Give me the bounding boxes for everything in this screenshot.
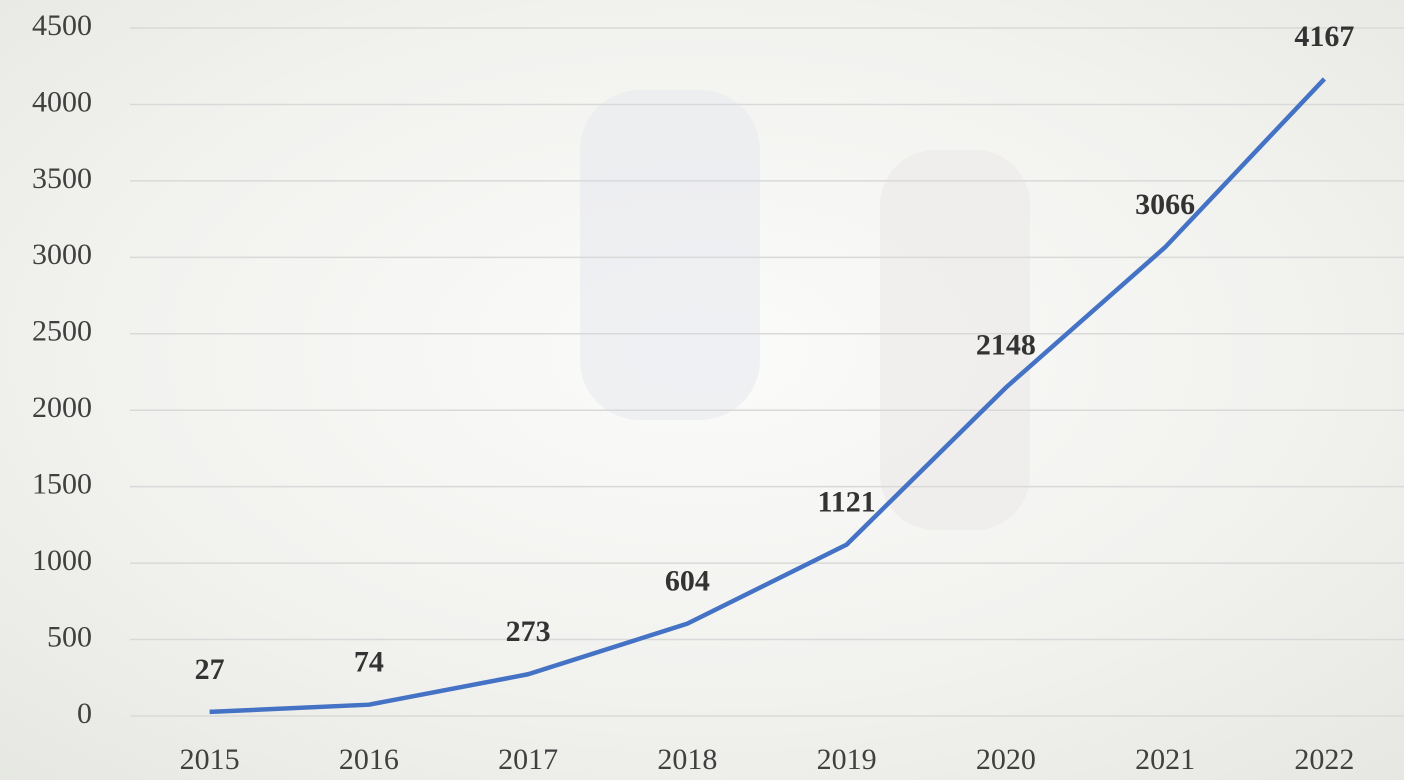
data-label: 1121 — [817, 486, 875, 519]
data-label: 4167 — [1294, 20, 1354, 53]
background-figure — [580, 90, 760, 420]
x-tick-label: 2022 — [1294, 743, 1354, 776]
y-tick-label: 1500 — [32, 468, 92, 501]
page: 0 500 1000 1500 2000 2500 3000 3500 4000 4500 2015… — [0, 0, 1404, 780]
y-tick-label: 4500 — [32, 9, 92, 42]
data-label: 3066 — [1135, 188, 1195, 221]
x-tick-label: 2015 — [180, 743, 240, 776]
x-tick-label: 2021 — [1135, 743, 1195, 776]
chart: 0 500 1000 1500 2000 2500 3000 3500 4000 4500 2015… — [0, 0, 1404, 780]
y-tick-label: 1000 — [32, 544, 92, 577]
y-tick-label: 2500 — [32, 315, 92, 348]
x-tick-label: 2016 — [339, 743, 399, 776]
y-tick-label: 4000 — [32, 85, 92, 118]
data-label: 74 — [354, 646, 384, 679]
data-label: 273 — [506, 615, 551, 648]
data-label: 2148 — [976, 328, 1036, 361]
x-tick-label: 2020 — [976, 743, 1036, 776]
x-tick-label: 2017 — [498, 743, 558, 776]
x-tick-label: 2018 — [657, 743, 717, 776]
y-tick-label: 500 — [47, 620, 92, 653]
y-tick-label: 3500 — [32, 162, 92, 195]
y-tick-label: 2000 — [32, 391, 92, 424]
x-tick-label: 2019 — [817, 743, 877, 776]
data-label: 604 — [665, 565, 710, 598]
y-tick-label: 0 — [77, 697, 92, 730]
y-tick-label: 3000 — [32, 238, 92, 271]
data-label: 27 — [195, 653, 225, 686]
